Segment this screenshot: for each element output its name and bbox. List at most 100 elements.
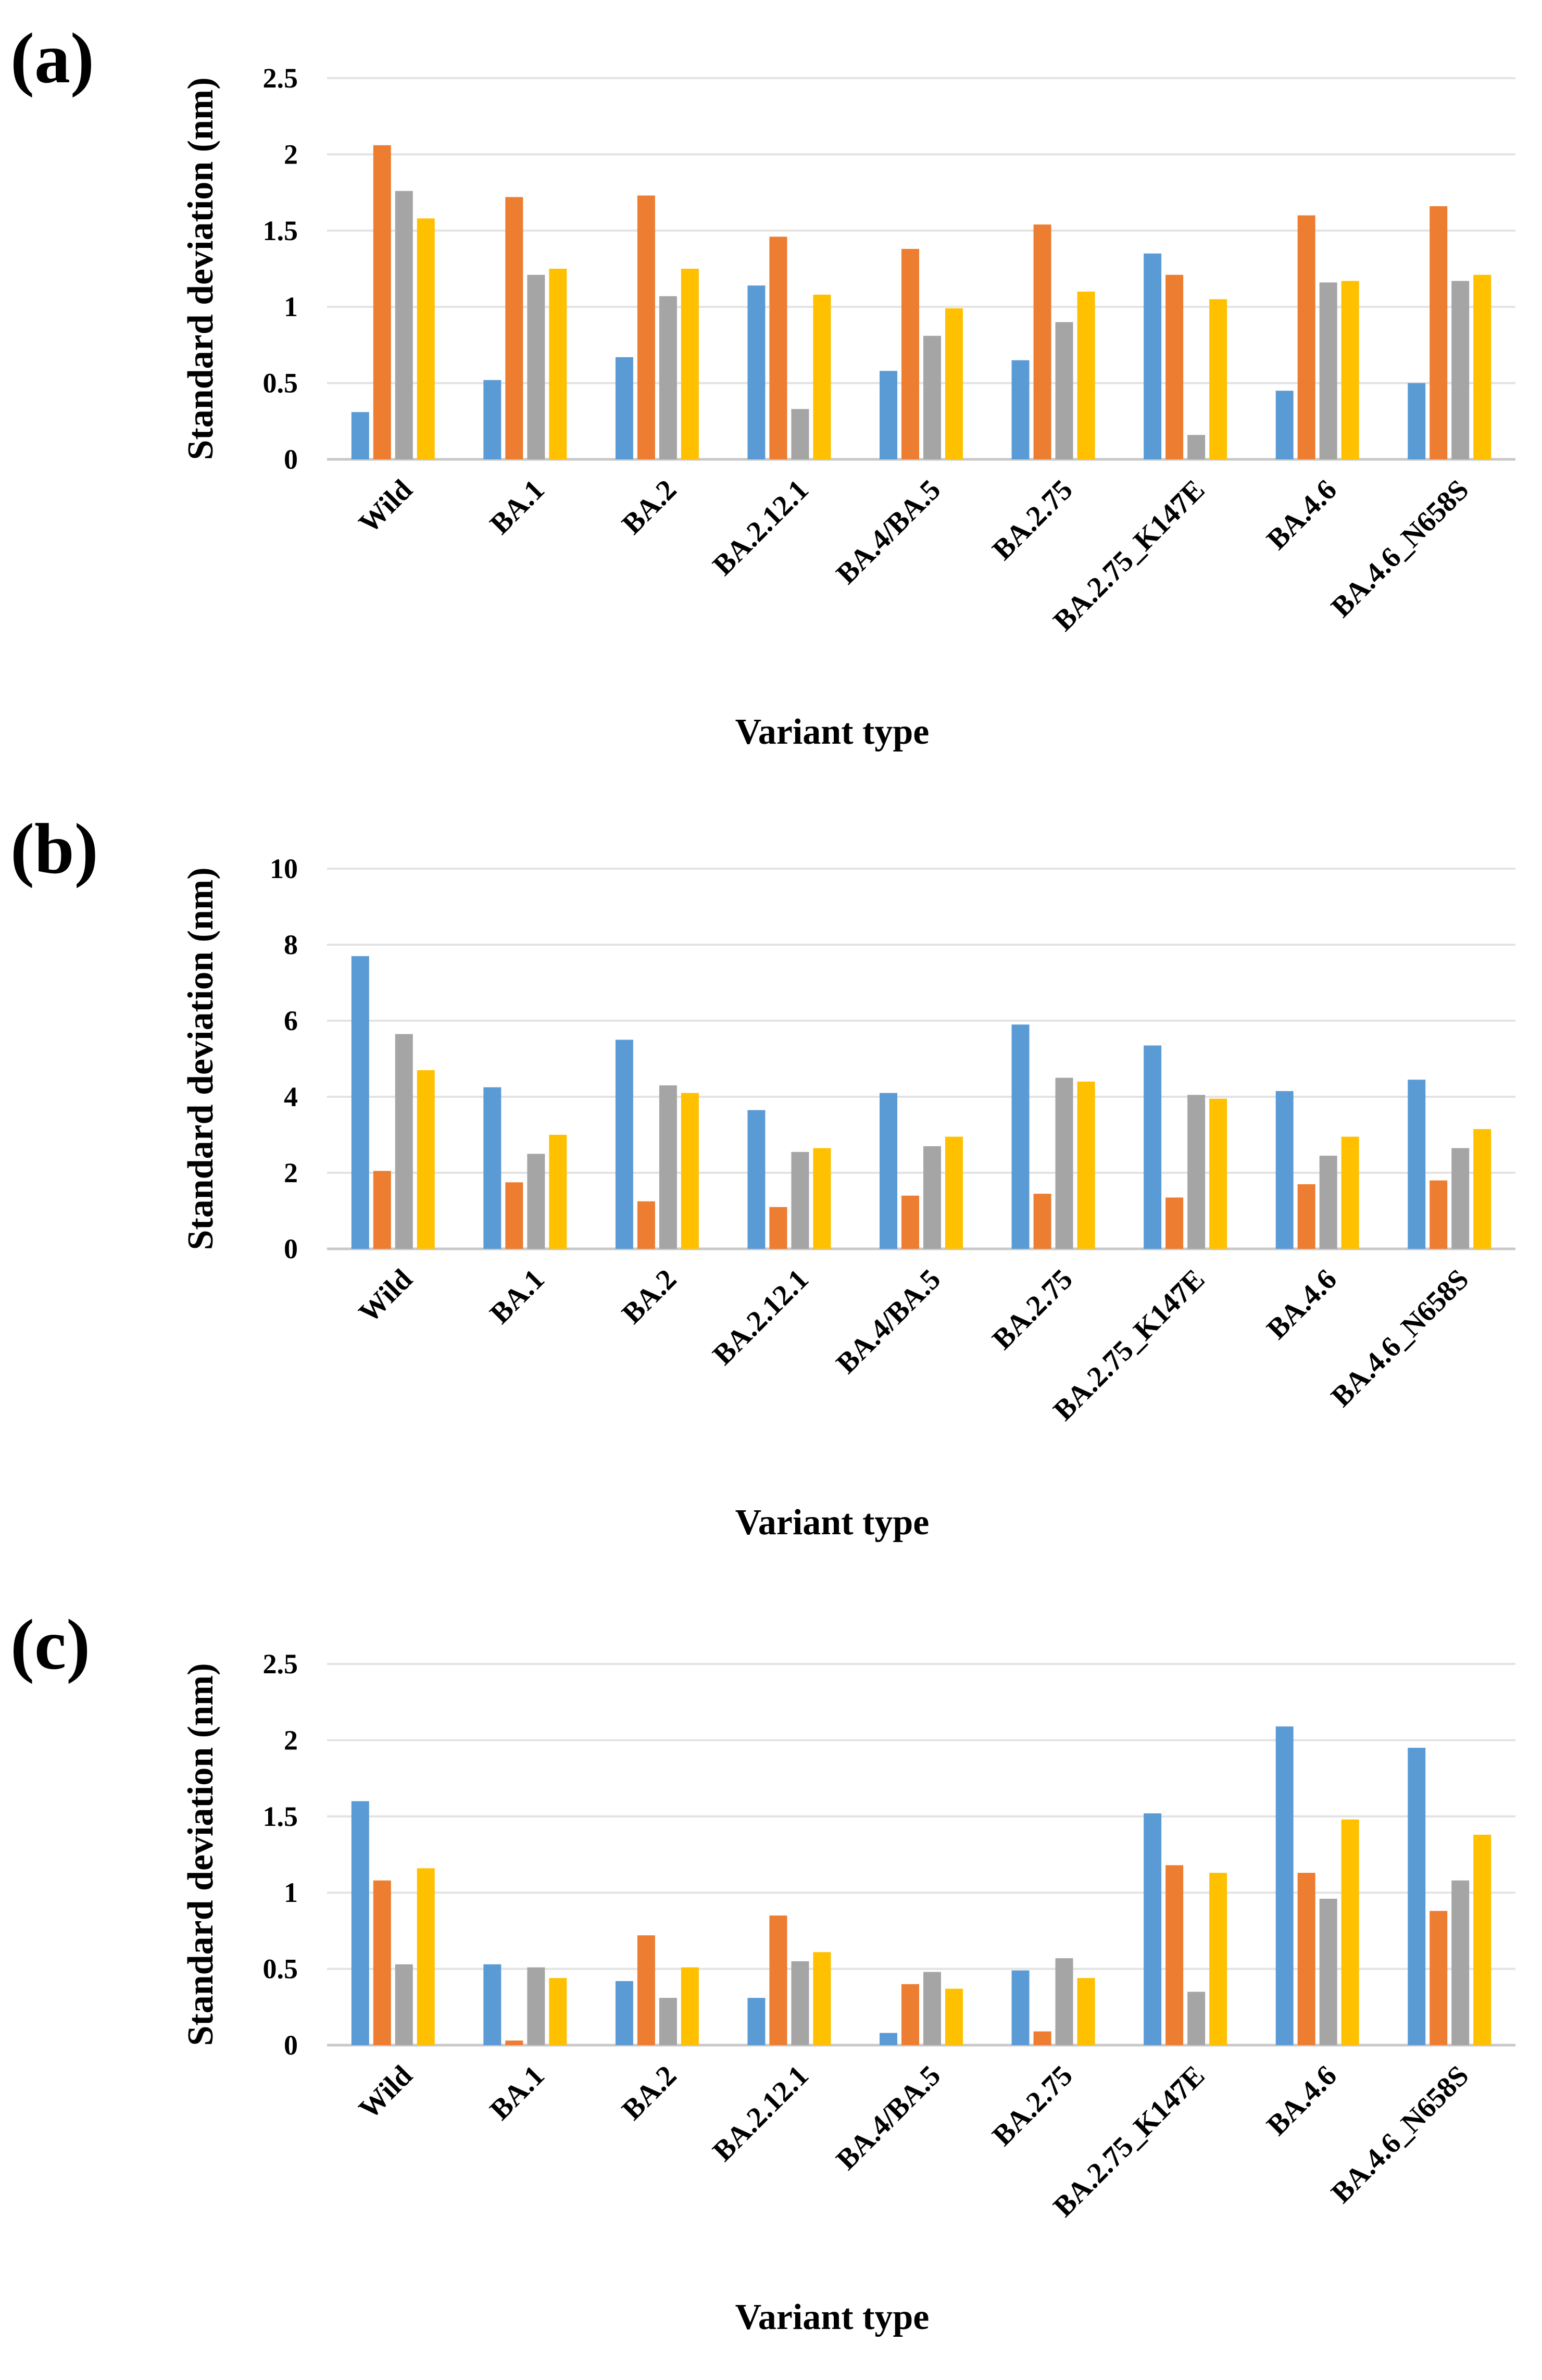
bar-series-3-ba-4-ba-5: [923, 335, 941, 459]
bar-series-3-ba-2-75: [1055, 1078, 1073, 1249]
bar-series-3-ba-4-6-n658s: [1451, 1148, 1470, 1249]
bar-series-2-ba-2-75: [1033, 224, 1051, 459]
x-tick-label: BA.1: [484, 473, 551, 541]
bar-series-2-ba-1: [505, 2040, 523, 2045]
bar-series-1-wild: [351, 412, 369, 459]
bar-series-1-ba-1: [483, 380, 502, 459]
bar-series-1-ba-2: [615, 357, 633, 459]
bar-series-1-ba-4-6: [1275, 1726, 1294, 2045]
y-axis-title: Standard deviation (nm): [181, 1663, 221, 2046]
bar-series-1-ba-1: [483, 1087, 502, 1249]
x-tick-label: BA.2.75: [986, 2059, 1079, 2152]
bar-series-4-ba-2: [681, 1093, 699, 1249]
bar-series-3-ba-4-6: [1319, 282, 1337, 459]
bar-series-1-wild: [351, 956, 369, 1249]
bar-series-3-ba-4-6: [1319, 1898, 1337, 2045]
y-axis-title: Standard deviation (nm): [181, 867, 221, 1250]
bar-series-2-ba-2-12-1: [769, 1915, 787, 2045]
x-tick-label: BA.4/BA.5: [830, 2059, 947, 2176]
bar-series-2-ba-4-6: [1297, 1184, 1315, 1249]
bar-series-3-wild: [395, 1034, 413, 1249]
y-tick-label: 1: [284, 1877, 298, 1908]
bar-series-2-ba-2-75: [1033, 1194, 1051, 1249]
x-tick-label: BA.4/BA.5: [830, 473, 947, 590]
bar-series-4-ba-4-6: [1341, 281, 1359, 459]
bar-series-4-ba-2-75: [1077, 1081, 1095, 1249]
bar-series-2-ba-4-ba-5: [901, 1195, 919, 1249]
bar-series-2-ba-4-6-n658s: [1430, 1180, 1448, 1249]
bar-series-1-wild: [351, 1801, 369, 2045]
x-tick-label: Wild: [353, 2059, 419, 2125]
bar-series-3-ba-4-ba-5: [923, 1146, 941, 1249]
bar-series-2-ba-2-12-1: [769, 1207, 787, 1249]
bar-series-1-ba-2-75: [1011, 360, 1030, 459]
bar-series-4-ba-2-75-k147e: [1209, 299, 1227, 459]
bar-series-3-ba-1: [527, 274, 545, 459]
bar-series-1-ba-2: [615, 1981, 633, 2045]
bar-series-1-ba-2-75-k147e: [1144, 1045, 1162, 1249]
bar-series-3-ba-2-75-k147e: [1187, 435, 1206, 459]
bar-series-1-ba-2-75-k147e: [1144, 253, 1162, 459]
bar-series-1-ba-4-ba-5: [880, 371, 897, 459]
bar-series-2-ba-2-12-1: [769, 236, 787, 459]
y-tick-label: 4: [284, 1081, 298, 1112]
y-tick-label: 1.5: [263, 215, 298, 246]
bar-series-4-ba-4-ba-5: [945, 1988, 963, 2045]
x-tick-label: BA.4.6_N658S: [1325, 473, 1475, 623]
bar-series-1-ba-2-12-1: [747, 1110, 766, 1249]
x-axis-title: Variant type: [735, 1502, 930, 1543]
bar-series-2-ba-2-75-k147e: [1165, 1865, 1184, 2045]
x-tick-label: Wild: [353, 473, 419, 540]
x-axis-title: Variant type: [735, 2297, 930, 2337]
bar-series-3-ba-2: [659, 1998, 677, 2045]
bar-series-3-ba-4-6-n658s: [1451, 281, 1470, 459]
x-tick-label: BA.2.12.1: [707, 2059, 815, 2168]
bar-series-3-wild: [395, 1964, 413, 2045]
bar-series-2-ba-2: [637, 195, 655, 459]
bar-series-4-ba-2-12-1: [813, 294, 831, 459]
bar-series-4-ba-2-12-1: [813, 1952, 831, 2045]
y-tick-label: 6: [284, 1005, 298, 1036]
x-tick-label: BA.2.12.1: [707, 1263, 815, 1371]
y-axis-title: Standard deviation (nm): [181, 77, 221, 460]
bar-series-4-ba-4-ba-5: [945, 1136, 963, 1249]
bar-series-2-ba-2-75: [1033, 2031, 1051, 2045]
bar-series-3-ba-2-12-1: [791, 409, 809, 459]
y-tick-label: 2: [284, 1724, 298, 1756]
bar-series-4-ba-2-75-k147e: [1209, 1098, 1227, 1249]
panel-label: (b): [10, 809, 98, 888]
bar-series-4-ba-4-6-n658s: [1473, 1129, 1491, 1249]
bar-series-4-ba-4-ba-5: [945, 308, 963, 459]
x-tick-label: BA.4/BA.5: [830, 1263, 947, 1380]
bar-series-1-ba-4-6: [1275, 1091, 1294, 1249]
bar-series-3-ba-1: [527, 1967, 545, 2045]
bar-series-1-ba-4-6: [1275, 391, 1294, 459]
bar-series-2-ba-4-6-n658s: [1430, 206, 1448, 459]
bar-series-4-ba-2-12-1: [813, 1148, 831, 1249]
bar-series-1-ba-4-ba-5: [880, 2033, 897, 2045]
x-tick-label: BA.1: [484, 2059, 551, 2126]
x-tick-label: BA.4.6_N658S: [1325, 1263, 1475, 1413]
bar-series-2-ba-4-6-n658s: [1430, 1911, 1448, 2045]
bar-series-4-ba-2-75: [1077, 291, 1095, 459]
bar-series-4-ba-4-6-n658s: [1473, 1834, 1491, 2045]
x-tick-label: BA.2: [616, 2059, 683, 2126]
bar-series-2-wild: [373, 1880, 391, 2045]
bar-series-1-ba-4-6-n658s: [1408, 1748, 1426, 2045]
bar-series-1-ba-2-75-k147e: [1144, 1813, 1162, 2045]
bar-series-2-ba-1: [505, 197, 523, 459]
y-tick-label: 2: [284, 1157, 298, 1188]
bar-series-4-ba-2-75: [1077, 1978, 1095, 2045]
bar-series-1-ba-4-6-n658s: [1408, 383, 1426, 459]
bar-series-4-ba-1: [549, 269, 567, 459]
x-tick-label: BA.4.6: [1261, 1263, 1343, 1345]
bar-series-2-wild: [373, 145, 391, 459]
y-tick-label: 1: [284, 291, 298, 322]
x-axis-title: Variant type: [735, 712, 930, 752]
x-tick-label: BA.4.6: [1261, 473, 1343, 556]
bar-series-2-ba-2-75-k147e: [1165, 274, 1184, 459]
y-tick-label: 0.5: [263, 1953, 298, 1985]
bar-series-1-ba-2: [615, 1039, 633, 1249]
chart-1: (a) 0 0.5 1 1.5 2 2.5 Standard deviation (nm) Wi…: [10, 18, 1515, 752]
